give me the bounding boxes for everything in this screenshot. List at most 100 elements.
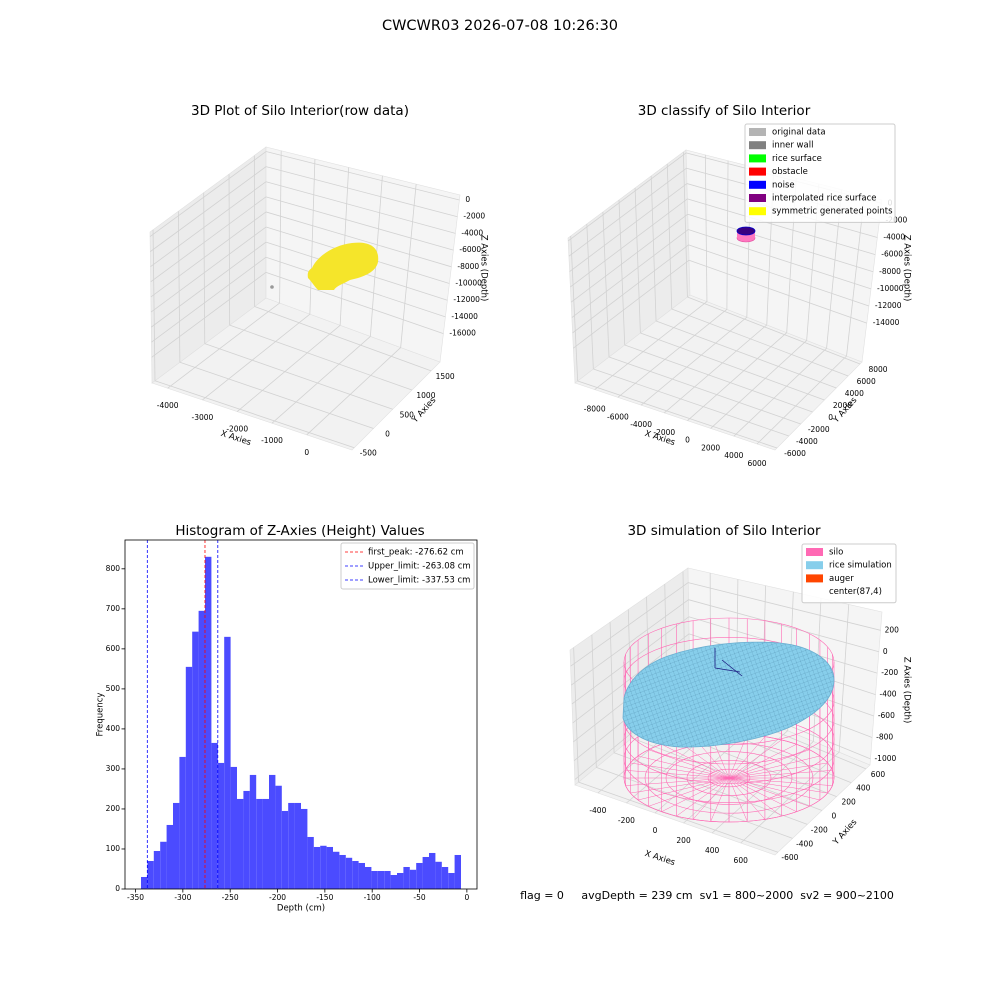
z-tick-label: -12000 — [875, 301, 902, 310]
grid-line — [204, 343, 393, 410]
grid-line — [570, 198, 688, 288]
legend-box — [340, 542, 475, 590]
legend-swatch — [806, 574, 823, 583]
grid-line — [202, 313, 311, 401]
grid-line — [726, 160, 729, 310]
bar — [307, 836, 314, 889]
x-tick-label: 600 — [734, 856, 749, 865]
bar — [352, 860, 359, 889]
grid-line — [177, 211, 181, 363]
y-tick-label: 400 — [856, 784, 871, 793]
z-tick-label: -1000 — [874, 754, 896, 763]
x-tick-label: -350 — [127, 893, 144, 902]
z-tick-label: -8000 — [879, 267, 901, 276]
grid-line — [688, 259, 867, 324]
bar — [313, 846, 321, 889]
z-tick-label: -12000 — [453, 295, 480, 304]
bar — [448, 872, 455, 889]
grid-line — [265, 166, 458, 218]
bar — [339, 854, 346, 889]
y-tick-label: 500 — [400, 410, 415, 419]
silo-edge — [638, 755, 730, 779]
bar — [365, 866, 372, 889]
x-tick-label: 0 — [304, 448, 309, 457]
grid-line — [254, 306, 432, 372]
bar — [416, 862, 423, 889]
y-tick-label: 4000 — [845, 389, 864, 398]
grid-line — [688, 599, 879, 653]
grid-line — [567, 152, 687, 242]
bar — [275, 785, 282, 889]
silo-edge — [648, 749, 730, 779]
bar — [454, 854, 461, 889]
grid-line — [624, 344, 813, 413]
y-tick-label: -200 — [811, 825, 828, 834]
grid-line — [666, 163, 673, 309]
bar — [230, 766, 237, 889]
legend-swatch — [749, 180, 766, 189]
grid-line — [150, 226, 267, 313]
chart-title: 3D Plot of Silo Interior(row data) — [191, 103, 409, 119]
legend-label: interpolated rice surface — [772, 194, 877, 204]
z-tick-label: -10000 — [877, 284, 904, 293]
y-tick-label: 1500 — [436, 372, 455, 381]
grid-line — [571, 599, 689, 686]
grid-line — [617, 309, 728, 398]
x-tick-label: -4000 — [630, 420, 652, 429]
x-tick-label: -400 — [589, 806, 606, 815]
z-tick-label: -16000 — [449, 329, 476, 338]
grid-line — [594, 301, 708, 390]
axis-label: X Axies — [643, 849, 676, 868]
grid-line — [688, 582, 881, 631]
bar — [153, 850, 161, 889]
x-tick-label: -8000 — [584, 405, 606, 414]
x-tick-label: 4000 — [724, 451, 743, 460]
bar — [249, 774, 257, 889]
grid-line — [573, 647, 579, 783]
legend-label: original data — [772, 128, 826, 138]
grid-line — [154, 380, 355, 449]
y-tick-label: -500 — [360, 449, 377, 458]
grid-line — [265, 211, 452, 268]
bar — [429, 852, 436, 889]
x-tick-label: -200 — [618, 816, 635, 825]
bar — [390, 874, 397, 889]
silo-edge — [728, 736, 766, 779]
y-tick-label: 0 — [115, 884, 120, 893]
chart-title: Histogram of Z-Axies (Height) Values — [175, 523, 424, 539]
bar — [205, 556, 212, 889]
bar — [147, 860, 154, 889]
silo-edge — [728, 777, 833, 786]
y-tick-label: 700 — [106, 604, 121, 613]
point-cloud — [736, 226, 756, 236]
silo-edge — [728, 777, 797, 812]
legend-label: symmetric generated points — [772, 207, 893, 217]
x-tick-label: -6000 — [607, 412, 629, 421]
silo-edge — [661, 777, 730, 812]
bar — [288, 802, 295, 889]
grid-line — [586, 223, 594, 369]
grid-line — [608, 356, 801, 425]
bar — [173, 802, 180, 889]
y-tick-label: 500 — [106, 684, 121, 693]
bar — [326, 846, 333, 889]
z-tick-label: -6000 — [459, 245, 481, 254]
grid-line — [151, 272, 267, 358]
silo-edge — [728, 762, 828, 779]
axis-label: Z Axies (Depth) — [902, 235, 912, 302]
x-tick-label: 0 — [653, 826, 658, 835]
grid-line — [271, 336, 371, 424]
grid-line — [265, 271, 444, 334]
axis-label: Z Axies (Depth) — [902, 657, 912, 724]
grid-line — [228, 174, 231, 326]
legend-label: noise — [772, 180, 795, 190]
bar — [422, 856, 429, 889]
grid-line — [570, 213, 689, 303]
y-tick-label: 0 — [828, 413, 833, 422]
grid-line — [688, 229, 872, 290]
bar — [262, 798, 269, 889]
bar — [192, 631, 199, 889]
x-tick-label: -200 — [269, 893, 286, 902]
silo-edge — [728, 777, 782, 817]
